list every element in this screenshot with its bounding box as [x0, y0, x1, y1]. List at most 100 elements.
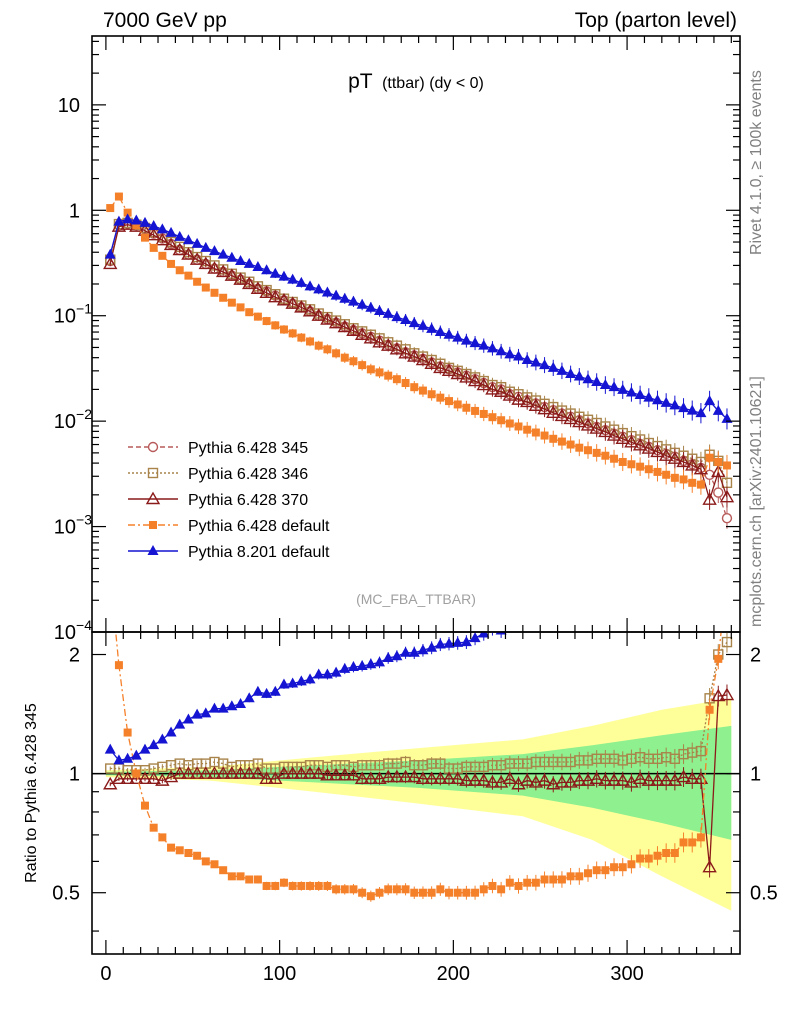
- main-point-p6def: [705, 453, 714, 462]
- ratio-point-p6def: [540, 875, 549, 884]
- main-point-p370: [103, 256, 118, 270]
- main-point-p6def: [332, 349, 341, 358]
- main-y-tick-label: 10−1: [54, 301, 92, 328]
- main-point-p370: [572, 414, 587, 428]
- ratio-point-p370: [302, 766, 318, 779]
- main-point-p6def: [340, 353, 349, 362]
- ratio-point-p6def: [167, 843, 176, 852]
- ratio-point-p6def: [140, 801, 149, 810]
- ratio-point-p6def: [714, 654, 723, 663]
- ratio-point-p6def: [297, 881, 306, 890]
- ratio-point-p6def: [184, 849, 193, 858]
- ratio-point-p370: [563, 775, 578, 788]
- ratio-point-p8def: [226, 700, 238, 711]
- ratio-point-p370: [459, 773, 474, 786]
- main-point-p8def: [643, 391, 655, 402]
- ratio-point-p8def: [252, 685, 264, 696]
- main-point-p6def: [618, 457, 627, 466]
- main-point-p8def: [617, 383, 629, 394]
- ratio-point-p6def: [583, 869, 592, 878]
- ratio-point-p370: [320, 767, 335, 781]
- ratio-point-p370: [198, 766, 213, 779]
- ratio-point-p8def: [695, 562, 706, 572]
- main-point-p370: [658, 448, 674, 461]
- ratio-point-p8def: [469, 632, 481, 643]
- main-point-p8def: [269, 267, 281, 278]
- main-point-p8def: [486, 342, 498, 353]
- ratio-series-p6def: [114, 632, 723, 902]
- ratio-point-p8def: [304, 673, 316, 684]
- main-point-p6def: [132, 221, 141, 230]
- ratio-point-p370: [224, 766, 240, 779]
- ratio-point-p370: [598, 773, 613, 786]
- legend-marker: [147, 545, 159, 555]
- main-point-p6def: [253, 312, 262, 321]
- ratio-x-tick-label: 0: [100, 963, 111, 985]
- main-point-p6def: [679, 475, 688, 484]
- ratio-point-p6def: [384, 885, 393, 894]
- main-point-p6def: [175, 266, 184, 275]
- main-point-p6def: [366, 365, 375, 374]
- ratio-point-p370: [346, 767, 361, 781]
- main-point-p370: [632, 437, 648, 451]
- ratio-point-p370: [572, 773, 587, 786]
- main-point-p370: [389, 341, 405, 355]
- ratio-point-p370: [641, 773, 656, 786]
- main-point-p6def: [114, 192, 123, 201]
- ratio-point-p370: [519, 773, 535, 786]
- ratio-point-p6def: [453, 888, 462, 897]
- main-point-p8def: [565, 368, 577, 379]
- ratio-point-p370: [242, 766, 257, 779]
- ratio-point-p6def: [401, 885, 410, 894]
- ratio-point-p6def: [566, 872, 575, 881]
- ratio-point-p6def: [696, 833, 705, 842]
- main-point-p370: [528, 398, 544, 411]
- legend-label: Pythia 6.428 345: [188, 440, 308, 457]
- ratio-point-p8def: [130, 749, 142, 760]
- ratio-point-p370: [685, 771, 700, 785]
- ratio-point-p6def: [445, 888, 454, 897]
- main-point-p370: [433, 360, 448, 374]
- main-point-p6def: [349, 357, 358, 366]
- ratio-x-tick-label: 200: [437, 963, 470, 985]
- main-point-p370: [155, 232, 170, 246]
- main-point-p345: [713, 487, 724, 498]
- ratio-point-p6def: [627, 860, 636, 869]
- main-point-p370: [242, 276, 257, 290]
- ratio-point-p6def: [505, 878, 514, 887]
- main-point-p370: [354, 327, 370, 340]
- ratio-point-p370: [189, 766, 205, 779]
- main-point-p370: [302, 303, 318, 317]
- ratio-point-p370: [415, 771, 431, 785]
- ratio-y-tick-label: 1: [69, 764, 80, 786]
- main-point-p8def: [504, 348, 516, 359]
- main-point-p370: [711, 464, 726, 478]
- legend-marker: [147, 467, 159, 479]
- legend: Pythia 6.428 345 Pythia 6.428 346 Pythia 6…: [128, 440, 330, 561]
- main-point-p370: [450, 366, 465, 380]
- ratio-point-p6def: [323, 881, 332, 890]
- ratio-point-p370: [606, 773, 622, 786]
- main-point-p370: [337, 319, 352, 333]
- main-series-p370: [103, 217, 735, 510]
- main-point-p8def: [165, 226, 177, 237]
- ratio-y-tick-label-right: 2: [750, 645, 761, 667]
- main-point-p6def: [314, 341, 323, 350]
- ratio-point-p6def: [592, 866, 601, 875]
- main-point-p8def: [347, 295, 359, 306]
- ratio-point-p8def: [530, 614, 541, 624]
- main-point-p370: [459, 369, 474, 383]
- ratio-point-p8def: [687, 566, 698, 576]
- main-point-p8def: [521, 354, 533, 365]
- main-point-p8def: [660, 396, 672, 407]
- ratio-point-p8def: [626, 589, 637, 599]
- ratio-point-p370: [693, 771, 709, 785]
- main-point-p8def: [139, 216, 151, 227]
- ratio-point-p8def: [400, 646, 412, 657]
- main-point-p6def: [688, 478, 697, 487]
- ratio-point-p370: [615, 773, 630, 786]
- main-point-p6def: [140, 233, 149, 242]
- ratio-point-p8def: [330, 666, 342, 677]
- ratio-point-p6def: [245, 875, 254, 884]
- ratio-point-p370: [407, 769, 422, 783]
